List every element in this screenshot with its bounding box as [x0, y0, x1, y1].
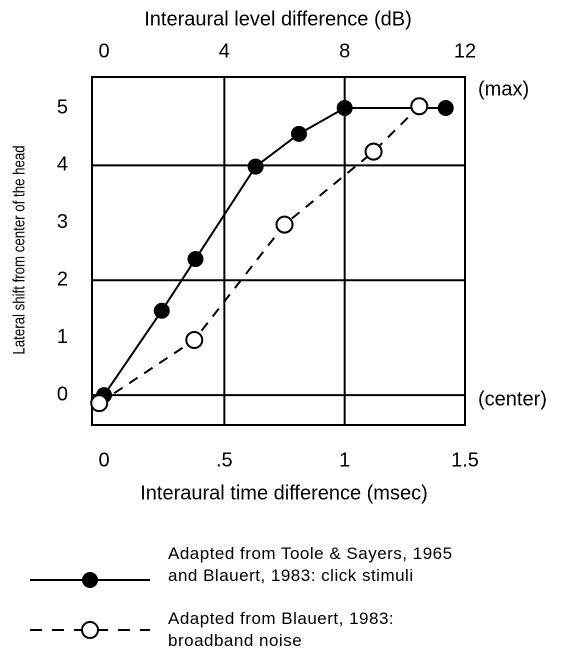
legend-marker [82, 572, 98, 588]
marker [437, 100, 454, 117]
legend-marker [81, 621, 99, 639]
y-axis-label: Lateral shift from center of the head [10, 145, 29, 354]
x2-axis-label: Interaural level difference (dB) [144, 8, 412, 30]
x-axis-label: Interaural time difference (msec) [140, 482, 428, 504]
marker [290, 125, 307, 142]
plot-frame [91, 76, 466, 426]
x2-tick-label: 12 [454, 40, 476, 62]
y-tick-label: 2 [57, 269, 68, 291]
y-tick-label: 4 [57, 154, 68, 176]
y-tick-label: 5 [57, 96, 68, 118]
marker [90, 394, 109, 413]
y-tick-label: 3 [57, 211, 68, 233]
annotation: (max) [478, 78, 529, 100]
marker [336, 100, 353, 117]
marker [410, 97, 429, 116]
x2-tick-label: 0 [98, 40, 109, 62]
marker [247, 158, 264, 175]
marker [364, 142, 383, 161]
legend-label: Adapted from Blauert, 1983: broadband no… [168, 609, 395, 650]
marker [187, 251, 204, 268]
x-tick-label: 1 [339, 449, 350, 471]
x-tick-label: 0 [98, 449, 109, 471]
annotation: (center) [478, 388, 547, 410]
series-line [103, 107, 446, 396]
y-tick-label: 0 [57, 383, 68, 405]
x-tick-label: 1.5 [451, 449, 479, 471]
marker [153, 302, 170, 319]
legend-label: Adapted from Toole & Sayers, 1965 and Bl… [168, 544, 453, 585]
marker [185, 331, 204, 350]
x2-tick-label: 4 [219, 40, 230, 62]
x-tick-label: .5 [216, 449, 233, 471]
x2-tick-label: 8 [339, 40, 350, 62]
y-tick-label: 1 [57, 326, 68, 348]
marker [275, 215, 294, 234]
